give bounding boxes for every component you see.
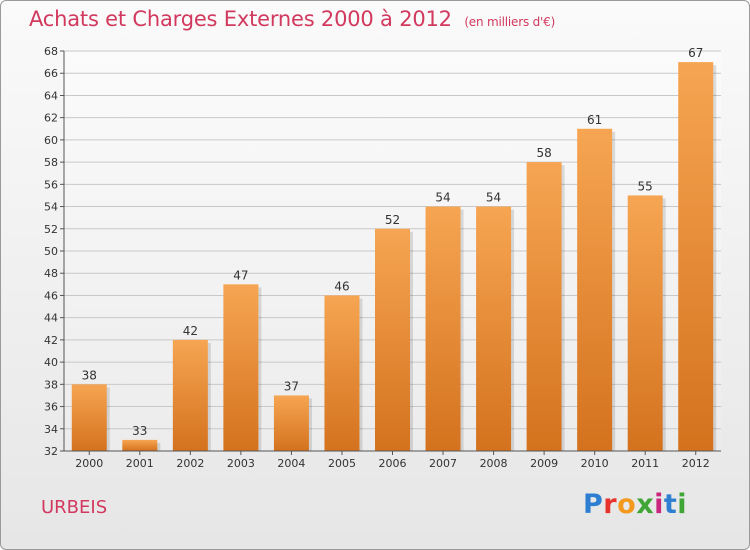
y-tick-label: 42	[44, 334, 58, 347]
bar	[476, 206, 512, 451]
x-tick-label: 2006	[379, 457, 407, 470]
bar-value-label: 52	[385, 213, 400, 227]
y-tick-label: 50	[44, 245, 58, 258]
bar	[172, 339, 208, 451]
y-tick-label: 56	[44, 178, 58, 191]
bar	[375, 228, 410, 451]
x-tick-label: 2000	[75, 457, 103, 470]
bar-value-label: 46	[334, 279, 349, 293]
bar-value-label: 61	[587, 113, 602, 127]
bar-value-label: 67	[688, 46, 703, 60]
y-tick-label: 38	[44, 378, 58, 391]
y-tick-label: 68	[44, 45, 58, 58]
logo-letter: t	[663, 489, 678, 520]
y-tick-label: 60	[44, 134, 58, 147]
x-tick-label: 2011	[631, 457, 659, 470]
bar	[273, 395, 309, 451]
y-tick-label: 64	[44, 89, 58, 102]
bar	[71, 384, 107, 451]
x-tick-label: 2005	[328, 457, 356, 470]
y-tick-label: 66	[44, 67, 58, 80]
bar-value-label: 47	[233, 268, 248, 282]
y-tick-label: 32	[44, 445, 58, 458]
bar-value-label: 54	[435, 191, 450, 205]
bar	[324, 295, 360, 451]
bar	[577, 128, 613, 451]
x-tick-label: 2001	[126, 457, 154, 470]
commune-name: URBEIS	[41, 497, 108, 518]
bar-value-label: 42	[183, 324, 198, 338]
proxiti-logo: Proxiti	[583, 489, 687, 520]
x-tick-label: 2012	[682, 457, 710, 470]
x-tick-label: 2009	[530, 457, 558, 470]
y-tick-label: 62	[44, 112, 58, 125]
x-tick-label: 2002	[176, 457, 204, 470]
y-tick-label: 54	[44, 201, 58, 214]
bar-value-label: 58	[536, 146, 551, 160]
bar-value-label: 38	[82, 368, 97, 382]
bar-value-label: 54	[486, 191, 501, 205]
logo-letter: x	[636, 489, 655, 520]
bar	[526, 162, 562, 451]
chart-title: Achats et Charges Externes 2000 à 2012 (…	[29, 7, 555, 31]
x-tick-label: 2003	[227, 457, 255, 470]
y-tick-label: 58	[44, 156, 58, 169]
logo-letter: i	[654, 489, 664, 520]
bar-value-label: 55	[638, 179, 653, 193]
x-tick-label: 2008	[480, 457, 508, 470]
title-unit: (en milliers d'€)	[464, 15, 556, 29]
x-tick-label: 2010	[581, 457, 609, 470]
x-tick-label: 2004	[277, 457, 305, 470]
logo-letter: r	[603, 489, 618, 520]
y-tick-label: 36	[44, 401, 58, 414]
y-tick-label: 46	[44, 289, 58, 302]
y-tick-label: 52	[44, 223, 58, 236]
logo-letter: P	[583, 489, 604, 520]
y-tick-label: 44	[44, 312, 58, 325]
bar	[425, 206, 461, 451]
bar	[122, 439, 158, 451]
bar	[627, 195, 663, 451]
y-tick-label: 40	[44, 356, 58, 369]
bar	[678, 62, 714, 451]
bar	[223, 284, 259, 451]
title-text: Achats et Charges Externes 2000 à 2012	[29, 7, 452, 31]
y-tick-label: 34	[44, 423, 58, 436]
logo-letter: i	[677, 489, 688, 520]
x-tick-label: 2007	[429, 457, 457, 470]
y-tick-label: 48	[44, 267, 58, 280]
bar-value-label: 33	[132, 424, 147, 438]
bar-value-label: 37	[284, 379, 299, 393]
logo-letter: o	[617, 489, 637, 520]
